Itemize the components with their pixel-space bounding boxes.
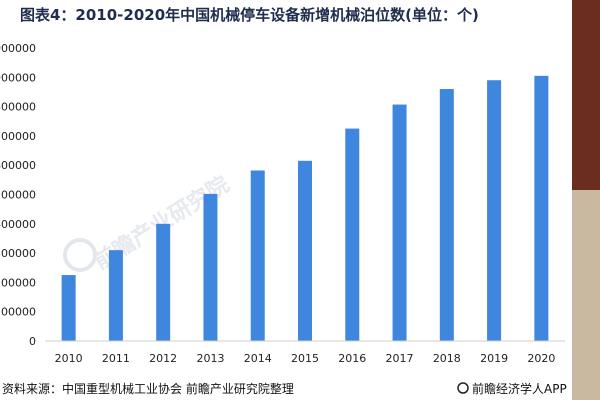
y-axis: 0 100000 200000 300000 400000 500000 600000 700… xyxy=(0,42,36,348)
x-tick-label: 2014 xyxy=(244,352,272,365)
x-tick-label: 2019 xyxy=(480,352,508,365)
y-tick-label: 800000 xyxy=(0,101,36,114)
brand-label: 前瞻经济学人APP xyxy=(472,381,567,396)
y-tick-label: 200000 xyxy=(0,276,36,289)
bar xyxy=(487,80,502,341)
bar xyxy=(108,250,123,341)
bars xyxy=(61,75,549,342)
bar xyxy=(250,170,265,341)
bar xyxy=(392,104,407,341)
photo-strip-lower xyxy=(572,190,600,400)
watermark-logo-icon xyxy=(63,238,97,272)
y-tick-label: 600000 xyxy=(0,159,36,172)
y-tick-label: 400000 xyxy=(0,218,36,231)
x-tick-label: 2016 xyxy=(338,352,366,365)
x-tick-label: 2010 xyxy=(55,352,83,365)
bar xyxy=(298,160,312,341)
x-tick-label: 2012 xyxy=(149,352,177,365)
bar xyxy=(345,128,360,341)
bar xyxy=(61,275,76,341)
y-tick-label: 100000 xyxy=(0,306,36,319)
brand-logo-icon xyxy=(457,382,469,394)
x-tick-label: 2013 xyxy=(196,352,224,365)
y-tick-label: 900000 xyxy=(0,71,36,84)
chart-title: 图表4：2010-2020年中国机械停车设备新增机械泊位数(单位：个) xyxy=(20,6,479,24)
y-tick-label: 300000 xyxy=(0,247,36,260)
y-tick-label: 500000 xyxy=(0,189,36,202)
x-tick-label: 2011 xyxy=(102,352,130,365)
bar xyxy=(203,193,218,341)
source-note: 资料来源：中国重型机械工业协会 前瞻产业研究院整理 xyxy=(2,381,294,396)
x-axis: 2010 2011 2012 2013 2014 2015 2016 2017 2018 2019… xyxy=(55,352,556,365)
y-tick-label: 700000 xyxy=(0,130,36,143)
y-tick-label: 0 xyxy=(29,335,36,348)
x-tick-label: 2015 xyxy=(291,352,319,365)
bar xyxy=(534,75,549,342)
bar xyxy=(156,223,171,341)
x-tick-label: 2017 xyxy=(386,352,414,365)
x-tick-label: 2018 xyxy=(433,352,461,365)
bar xyxy=(439,89,454,342)
y-tick-label: 1000000 xyxy=(0,42,36,55)
x-tick-label: 2020 xyxy=(527,352,555,365)
